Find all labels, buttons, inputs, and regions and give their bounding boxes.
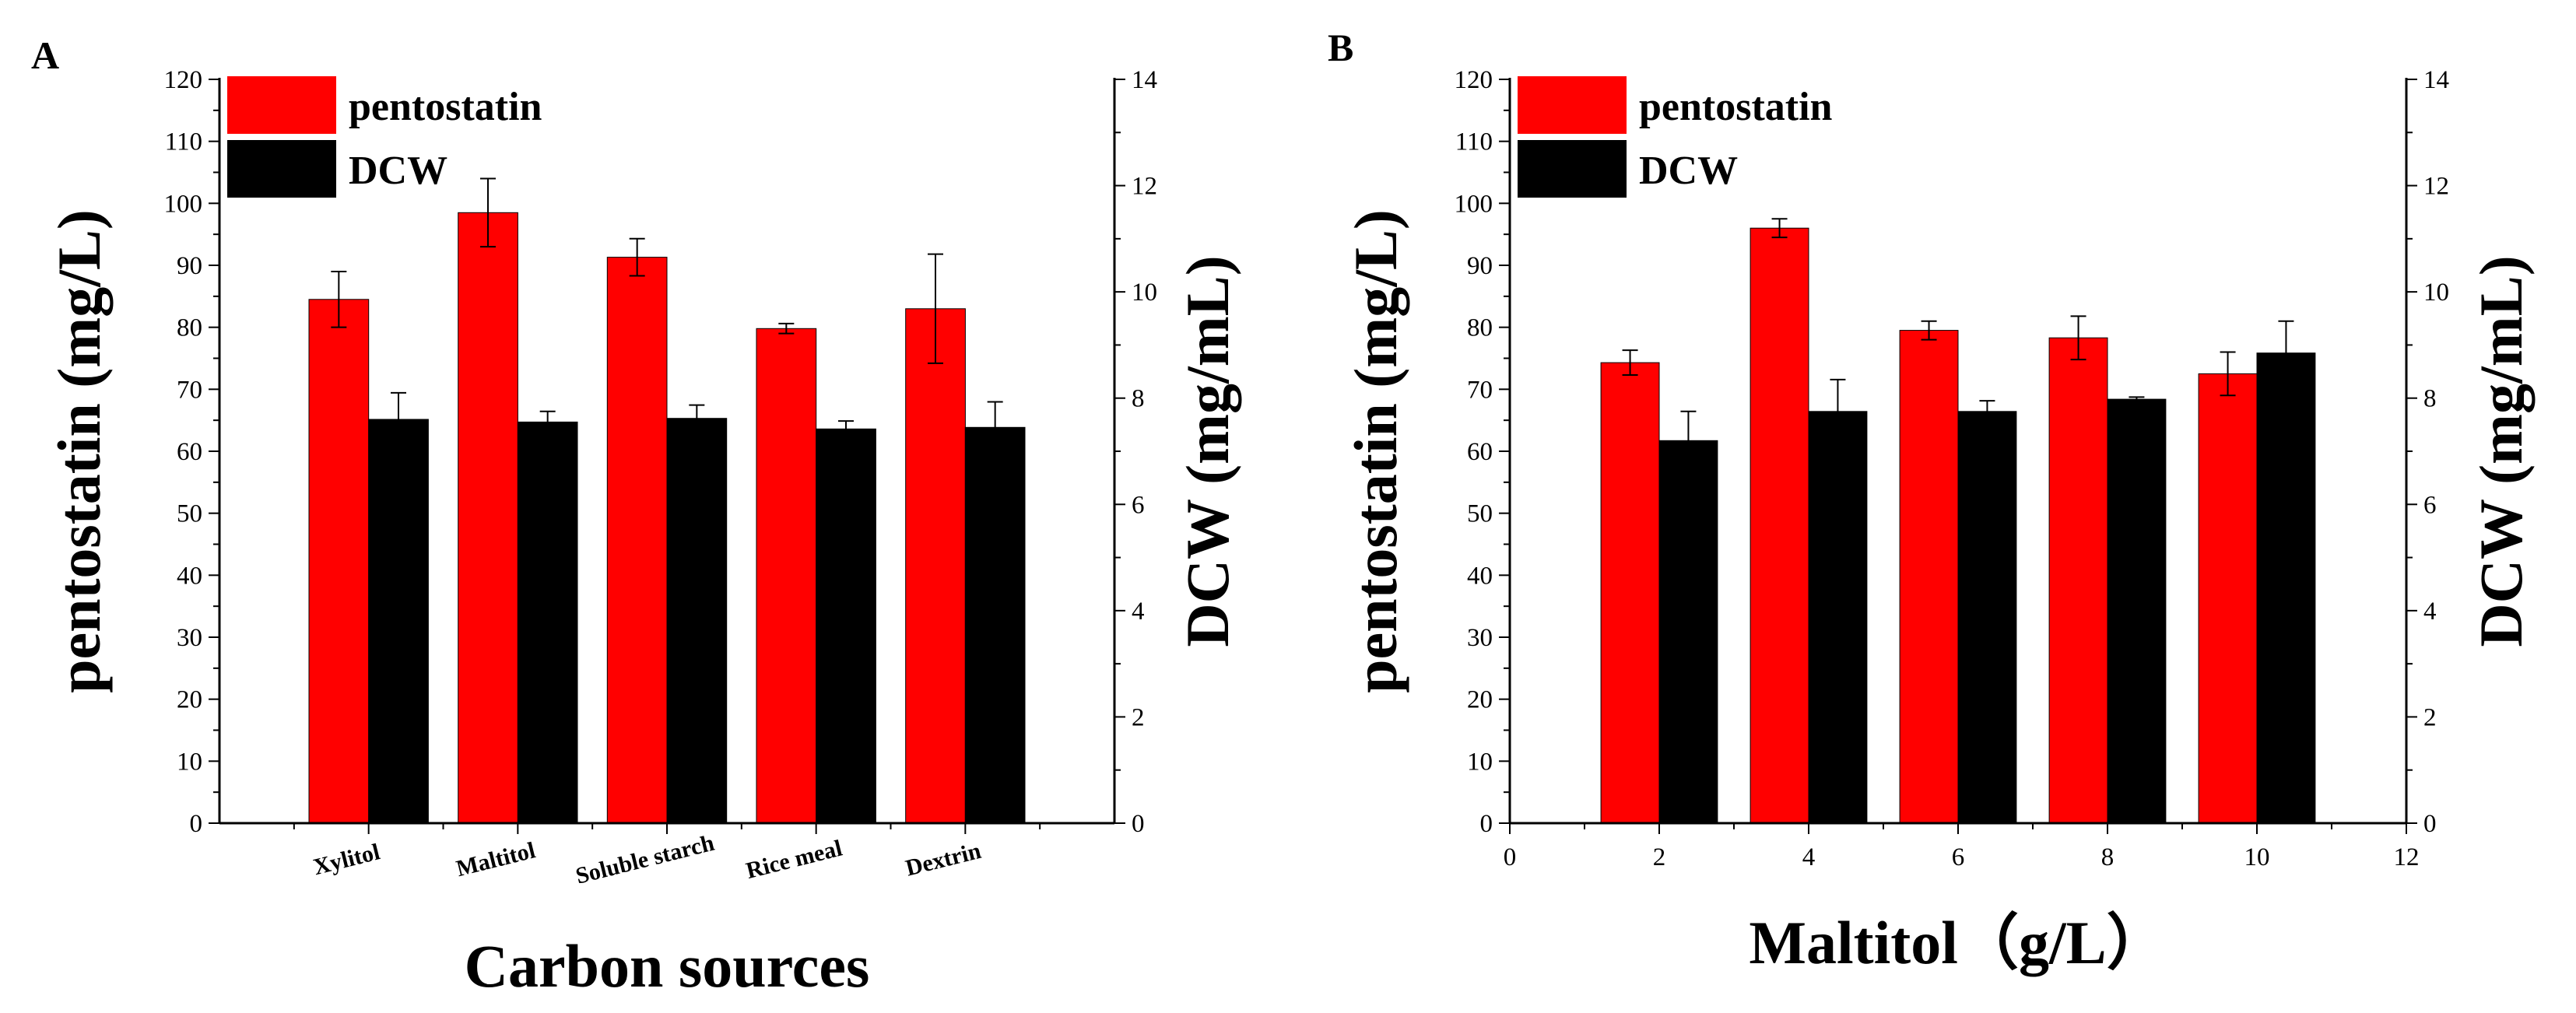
left-tick-label: 90	[1467, 252, 1493, 280]
x-tick-label: 0	[1504, 843, 1517, 871]
legend-swatch-dcw	[1518, 140, 1627, 198]
left-tick-label: 110	[165, 128, 202, 156]
right-tick-label: 0	[2423, 810, 2437, 838]
category-label: Maltitol	[454, 837, 538, 882]
category-label: Xylitol	[311, 839, 382, 880]
bar-pentostatin	[1750, 227, 1809, 824]
bar-pentostatin	[1899, 330, 1959, 824]
bar-pentostatin	[308, 299, 370, 824]
right-tick-label: 10	[1132, 279, 1157, 307]
right-tick-label: 2	[2423, 703, 2437, 731]
x-axis-label: Maltitol（g/L）	[1749, 909, 2167, 976]
left-tick-label: 40	[1467, 562, 1493, 590]
left-tick-label: 80	[177, 314, 202, 342]
right-tick-label: 2	[1132, 703, 1145, 731]
legend-label-pentostatin: pentostatin	[349, 85, 542, 129]
legend-label-pentostatin: pentostatin	[1639, 85, 1833, 129]
left-tick-label: 30	[177, 624, 202, 652]
x-tick-label: 12	[2394, 843, 2420, 871]
bar-dcw	[2256, 352, 2316, 824]
x-axis-label: Carbon sources	[465, 932, 870, 1000]
x-tick-label: 10	[2244, 843, 2270, 871]
bar-dcw	[816, 428, 876, 824]
right-tick-label: 6	[2423, 491, 2437, 519]
bar-dcw	[368, 419, 429, 824]
left-tick-label: 120	[164, 66, 203, 94]
category-label: Soluble starch	[573, 830, 717, 889]
left-tick-label: 120	[1455, 66, 1493, 94]
left-tick-label: 100	[164, 190, 203, 218]
x-tick-label: 6	[1952, 843, 1965, 871]
left-tick-label: 70	[1467, 376, 1493, 404]
y-axis-left-label: pentostatin (mg/L)	[45, 209, 113, 693]
x-tick-label: 4	[1802, 843, 1816, 871]
bar-dcw	[2107, 398, 2167, 824]
right-tick-label: 8	[1132, 385, 1145, 413]
panel-label: A	[31, 33, 59, 77]
right-tick-label: 14	[1132, 66, 1157, 94]
bar-pentostatin	[458, 212, 518, 824]
right-tick-label: 12	[2423, 173, 2449, 201]
legend-label-dcw: DCW	[1639, 149, 1738, 193]
category-label: Dextrin	[903, 838, 984, 882]
right-tick-label: 4	[1132, 598, 1145, 626]
x-tick-label: 8	[2101, 843, 2114, 871]
legend-swatch-dcw	[227, 140, 336, 198]
left-tick-label: 100	[1455, 190, 1493, 218]
bar-dcw	[1808, 411, 1868, 824]
legend-swatch-pentostatin	[227, 76, 336, 134]
left-tick-label: 30	[1467, 624, 1493, 652]
category-label: Rice meal	[743, 836, 844, 884]
right-tick-label: 8	[2423, 385, 2437, 413]
left-tick-label: 110	[1455, 128, 1493, 156]
left-tick-label: 50	[177, 500, 202, 528]
x-tick-label: 2	[1653, 843, 1666, 871]
left-tick-label: 90	[177, 252, 202, 280]
right-tick-label: 14	[2423, 66, 2449, 94]
bar-pentostatin	[1600, 362, 1660, 824]
left-tick-label: 60	[177, 438, 202, 466]
bar-dcw	[666, 418, 728, 824]
right-tick-label: 12	[1132, 173, 1157, 201]
y-axis-right-label: DCW (mg/mL)	[2467, 255, 2535, 647]
bar-dcw	[517, 421, 578, 824]
right-tick-label: 4	[2423, 598, 2437, 626]
left-tick-label: 40	[177, 562, 202, 590]
bar-pentostatin	[905, 308, 966, 824]
bar-pentostatin	[606, 257, 668, 824]
left-tick-label: 0	[190, 810, 203, 838]
left-tick-label: 60	[1467, 438, 1493, 466]
bar-pentostatin	[756, 328, 817, 824]
chart-panel-b: B010203040506070809010011012002468101214…	[1328, 26, 2535, 976]
y-axis-left-label: pentostatin (mg/L)	[1342, 209, 1409, 693]
bar-dcw	[964, 426, 1026, 824]
bar-pentostatin	[2048, 337, 2108, 824]
left-tick-label: 50	[1467, 500, 1493, 528]
panel-label: B	[1328, 26, 1353, 69]
right-tick-label: 0	[1132, 810, 1145, 838]
legend-label-dcw: DCW	[349, 149, 447, 193]
y-axis-right-label: DCW (mg/mL)	[1174, 255, 1241, 647]
left-tick-label: 0	[1480, 810, 1493, 838]
left-tick-label: 70	[177, 376, 202, 404]
bar-dcw	[1658, 440, 1718, 824]
legend-swatch-pentostatin	[1518, 76, 1627, 134]
right-tick-label: 10	[2423, 279, 2449, 307]
bar-pentostatin	[2198, 373, 2258, 824]
left-tick-label: 20	[1467, 686, 1493, 714]
chart-panel-a: A 0 10 20 30 40 50 60 70 80 90 100 110 120 0 2 4 6 8 10 12 14…	[31, 33, 1241, 1000]
right-tick-label: 6	[1132, 491, 1145, 519]
left-tick-label: 10	[177, 748, 202, 776]
left-tick-label: 80	[1467, 314, 1493, 342]
left-tick-label: 20	[177, 686, 202, 714]
bar-dcw	[1957, 411, 2017, 824]
left-tick-label: 10	[1467, 748, 1493, 776]
